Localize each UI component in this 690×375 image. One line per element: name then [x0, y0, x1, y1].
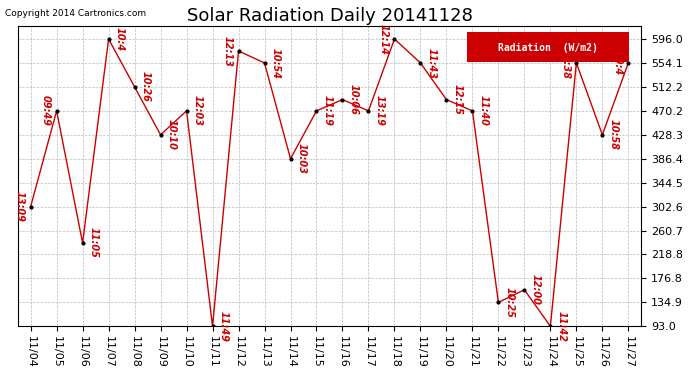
- Text: 12:14: 12:14: [378, 24, 388, 54]
- Text: 11:40: 11:40: [479, 95, 489, 126]
- Text: 10:06: 10:06: [348, 84, 359, 115]
- Text: 11:05: 11:05: [89, 228, 99, 258]
- Text: 13:09: 13:09: [14, 191, 25, 222]
- Text: 09:49: 09:49: [41, 95, 50, 126]
- Text: 10:4: 10:4: [115, 27, 125, 51]
- Text: 10:4: 10:4: [612, 51, 622, 75]
- Text: 10:54: 10:54: [270, 48, 281, 78]
- Text: 10:58: 10:58: [609, 119, 618, 150]
- Text: 12:03: 12:03: [193, 95, 203, 126]
- Title: Solar Radiation Daily 20141128: Solar Radiation Daily 20141128: [186, 7, 473, 25]
- Text: 12:15: 12:15: [453, 84, 462, 115]
- Text: Copyright 2014 Cartronics.com: Copyright 2014 Cartronics.com: [5, 9, 146, 18]
- Text: 12:13: 12:13: [222, 36, 233, 66]
- Text: 11:49: 11:49: [219, 311, 228, 342]
- Text: 11:19: 11:19: [323, 95, 333, 126]
- Text: 10:03: 10:03: [297, 143, 306, 174]
- Text: 13:19: 13:19: [375, 95, 384, 126]
- Text: 11:42: 11:42: [557, 311, 566, 342]
- Text: 12:00: 12:00: [531, 274, 540, 305]
- Text: 11:43: 11:43: [426, 48, 437, 78]
- Text: 10:26: 10:26: [141, 72, 150, 102]
- Text: 10:25: 10:25: [504, 287, 515, 318]
- Text: 10:10: 10:10: [167, 119, 177, 150]
- Text: 11:38: 11:38: [560, 48, 570, 78]
